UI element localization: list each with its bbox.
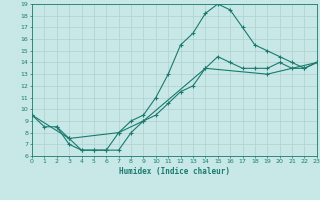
X-axis label: Humidex (Indice chaleur): Humidex (Indice chaleur) <box>119 167 230 176</box>
